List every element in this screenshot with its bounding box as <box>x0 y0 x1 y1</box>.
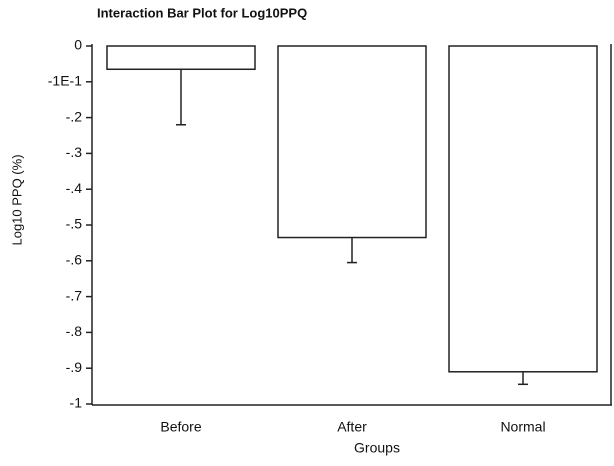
y-tick-label: -.2 <box>66 108 83 124</box>
x-tick-label: Before <box>160 419 201 435</box>
x-tick-label: After <box>337 419 367 435</box>
bar <box>448 45 598 373</box>
y-tick-label: -.6 <box>66 252 83 268</box>
bar <box>106 45 256 71</box>
x-axis-label: Groups <box>354 440 400 456</box>
bar <box>277 45 427 239</box>
chart-title: Interaction Bar Plot for Log10PPQ <box>97 5 307 20</box>
y-tick-label: -1E-1 <box>48 73 82 89</box>
y-tick-label: -.8 <box>66 323 83 339</box>
y-tick-label: -1 <box>70 395 83 411</box>
x-tick-label: Normal <box>500 419 545 435</box>
y-tick-label: -.3 <box>66 144 83 160</box>
y-tick-label: -.4 <box>66 180 83 196</box>
y-tick-label: -.7 <box>66 287 83 303</box>
y-tick-label: 0 <box>74 37 82 53</box>
y-tick-label: -.5 <box>66 216 83 232</box>
y-axis-label: Log10 PPQ (%) <box>9 154 24 245</box>
y-tick-label: -.9 <box>66 359 83 375</box>
